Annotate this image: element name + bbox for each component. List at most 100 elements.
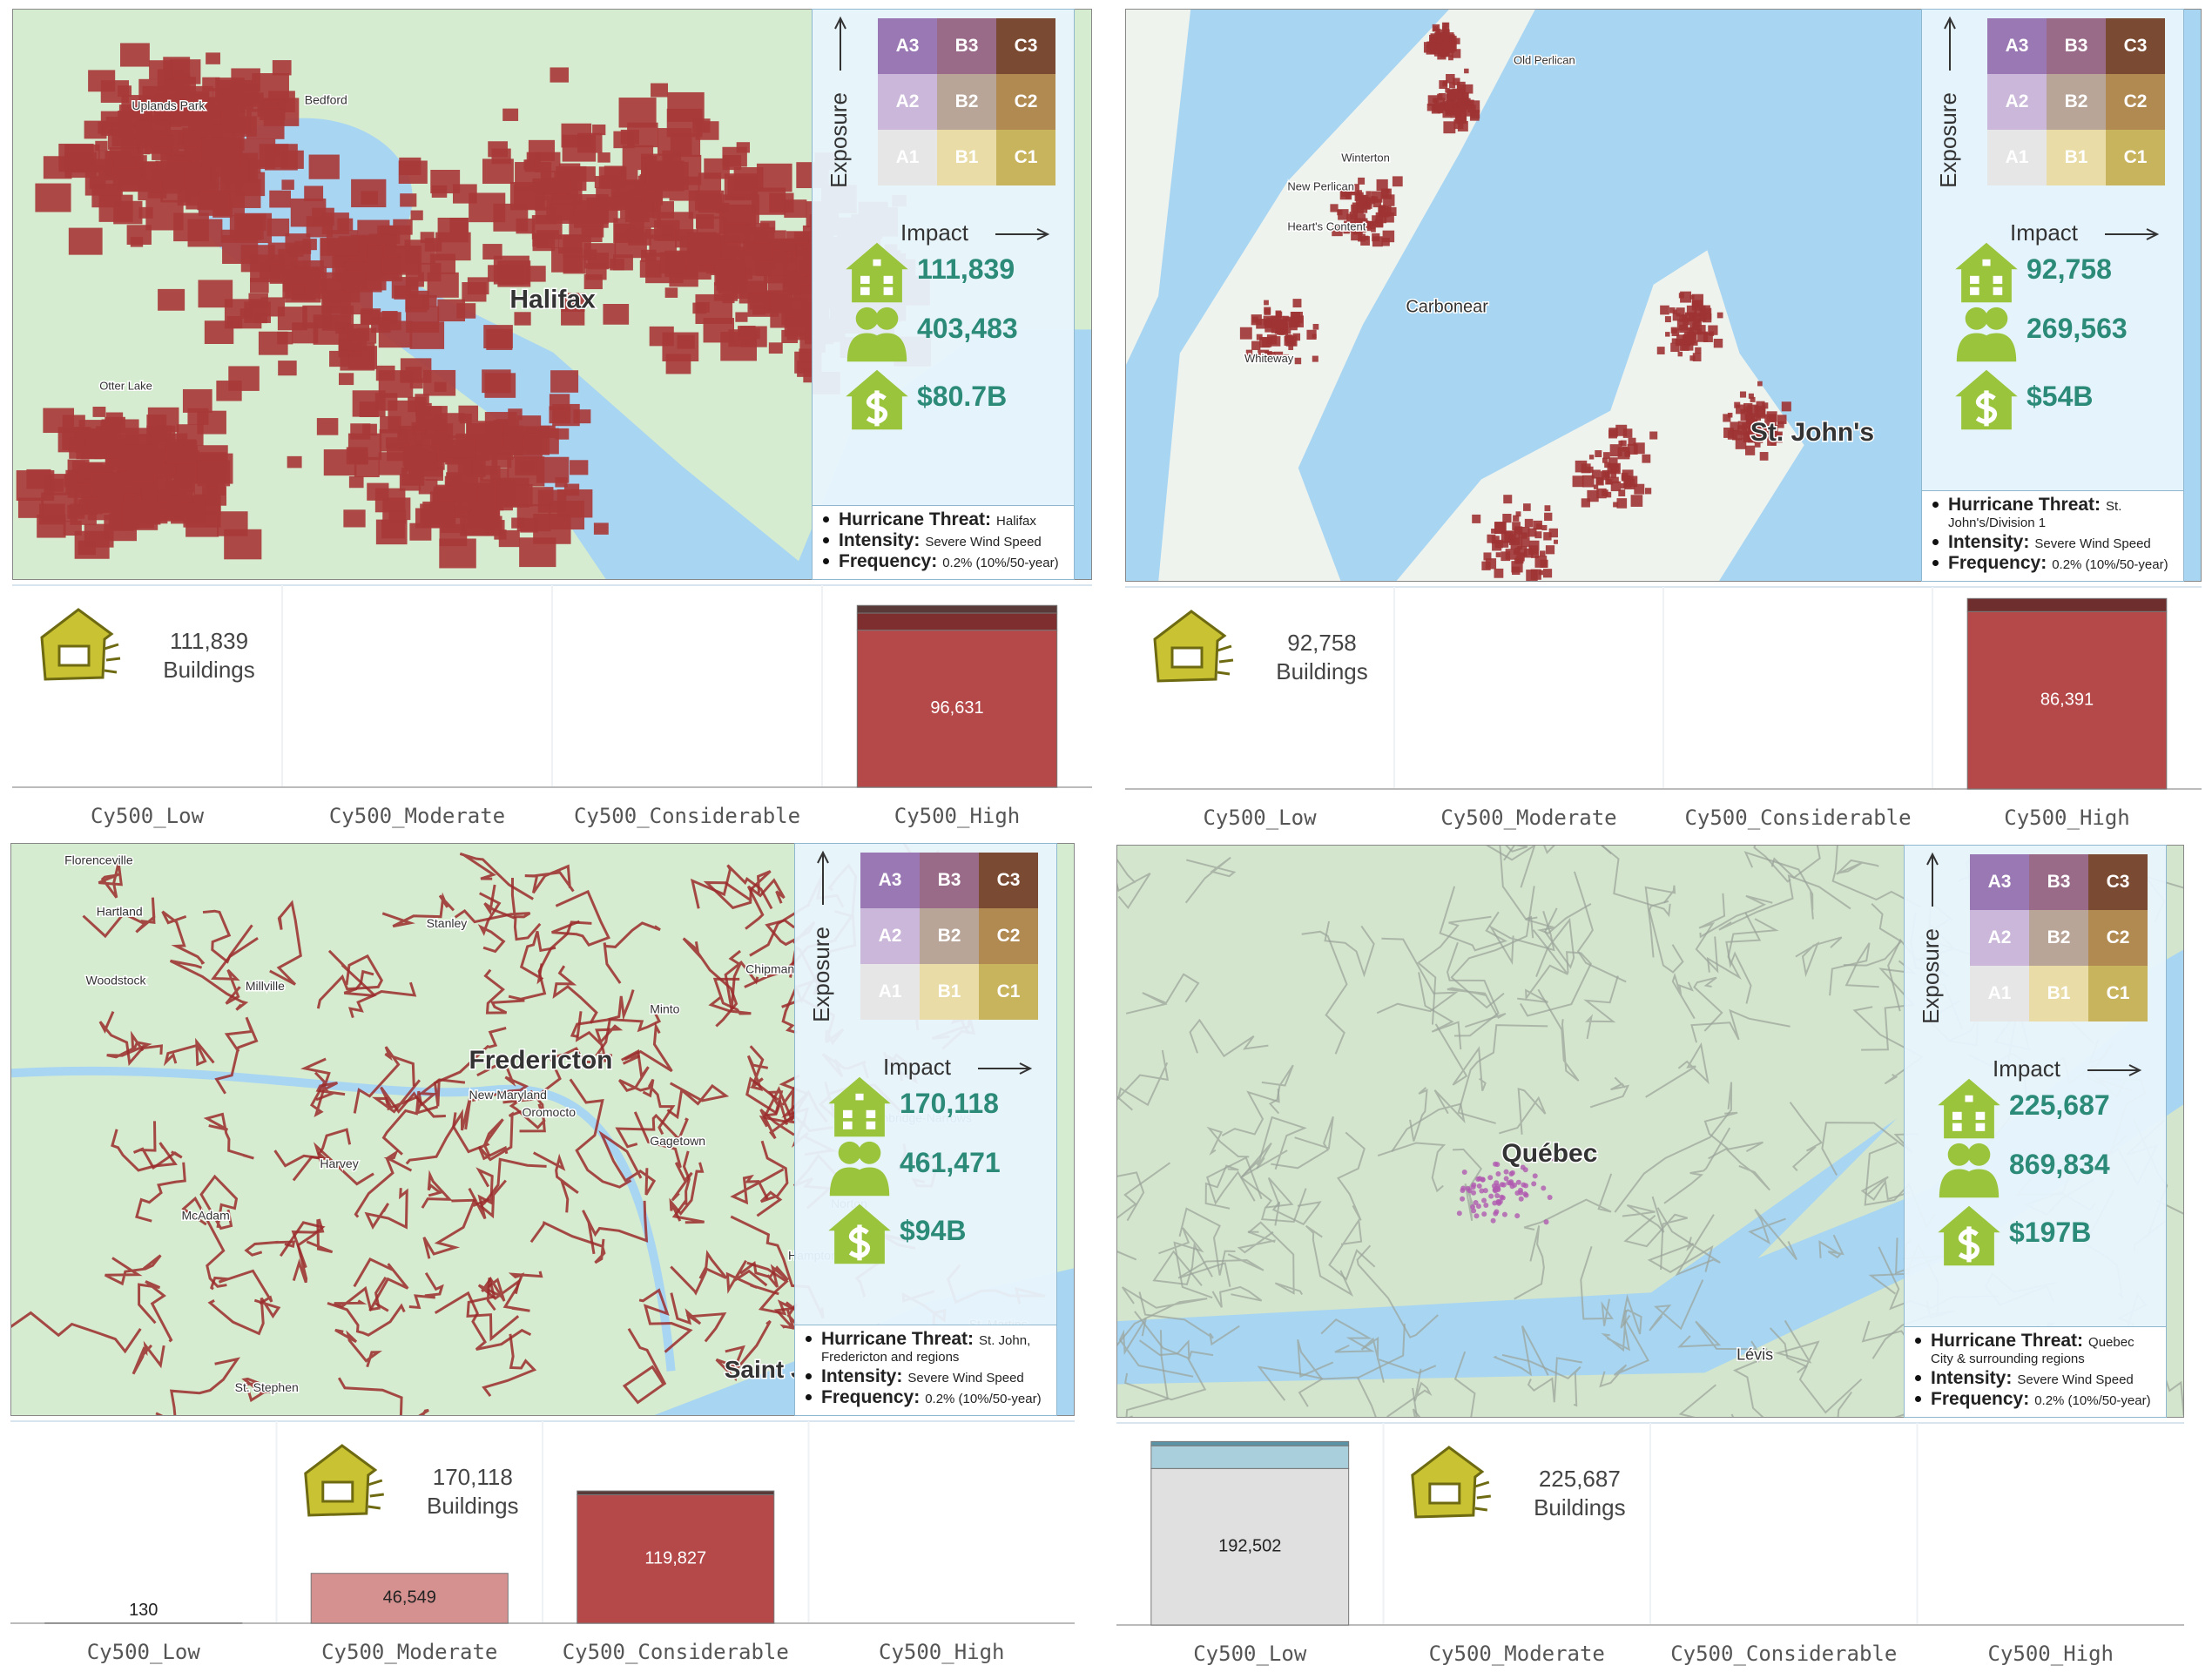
hazard-cell	[1456, 81, 1466, 91]
hazard-cell	[1288, 318, 1298, 328]
hazard-cell	[1745, 413, 1756, 423]
hazard-cell	[1757, 423, 1766, 433]
legend-cell: A2	[860, 908, 920, 964]
hazard-cell	[1516, 546, 1527, 556]
legend-cell: C2	[2106, 74, 2165, 130]
hazard-cell	[1581, 463, 1591, 474]
hazard-dot	[1471, 1190, 1477, 1196]
map-road	[1663, 1127, 1731, 1204]
map-road	[1527, 1357, 1582, 1403]
hazard-cell	[1756, 408, 1766, 419]
hazard-cell	[482, 244, 502, 260]
hazard-cell	[1754, 441, 1761, 448]
map-road	[1860, 1176, 1911, 1201]
total-buildings: 170,118	[433, 1464, 513, 1490]
map-label: Otter Lake	[99, 379, 152, 392]
hazard-cell	[415, 434, 431, 447]
hazard-cell	[752, 243, 773, 261]
dollar-icon	[1938, 1205, 2000, 1266]
hazard-cell	[1514, 526, 1523, 535]
map-label: St. John's	[1750, 418, 1874, 447]
icon-part	[1965, 307, 1988, 330]
hazard-road	[334, 1328, 382, 1368]
hazard-cell	[347, 323, 370, 341]
map-road	[1690, 1008, 1791, 1043]
hazard-cell	[308, 154, 340, 179]
hazard-cell	[1264, 300, 1269, 306]
map-road	[1409, 1087, 1428, 1142]
hazard-dot	[1531, 1181, 1537, 1187]
hazard-cell	[1345, 184, 1351, 190]
x-tick-label: Cy500_High	[1988, 1642, 2114, 1666]
map-road	[1748, 1209, 1797, 1261]
axis-arrows: Exposure Impact	[1918, 852, 2142, 1082]
hazard-cell	[17, 497, 44, 518]
hazard-cell	[78, 540, 97, 556]
hazard-road	[603, 921, 661, 984]
hazard-cell	[1453, 119, 1464, 130]
hazard-road	[575, 1011, 624, 1062]
hazard-cell	[1602, 489, 1608, 496]
map-road	[1447, 987, 1507, 1028]
hazard-cell	[1312, 323, 1319, 330]
hazard-cell	[555, 428, 570, 440]
hazard-cell	[550, 67, 570, 83]
hazard-road	[210, 936, 259, 1005]
map-label: New Maryland	[469, 1088, 546, 1102]
hazard-cell	[739, 326, 755, 339]
hazard-cell	[1676, 307, 1685, 317]
hazard-road	[132, 1121, 183, 1170]
hazard-cell	[1431, 37, 1437, 43]
map-road	[1753, 846, 1791, 883]
hazard-cell	[1464, 68, 1469, 74]
hazard-cell	[1251, 314, 1262, 326]
map-road	[1517, 929, 1569, 1003]
hazard-cell	[1534, 531, 1542, 539]
hazard-cell	[1612, 476, 1619, 483]
icon-part	[1474, 1480, 1492, 1512]
hazard-road	[454, 877, 531, 924]
hazard-cell	[185, 165, 217, 190]
hazard-road	[433, 1027, 507, 1107]
icon-part	[1965, 1095, 1973, 1102]
hazard-cell	[1664, 316, 1671, 323]
hazard-cell	[92, 407, 106, 417]
hazard-dot	[1543, 1219, 1549, 1225]
icon-part	[321, 1480, 354, 1503]
legend-x-label: Impact	[883, 1054, 952, 1080]
hazard-cell	[1572, 475, 1584, 488]
hazard-cell	[1239, 327, 1252, 340]
legend-x-label: Impact	[1993, 1055, 2061, 1082]
hazard-cell	[520, 517, 539, 533]
map-road	[1601, 1309, 1631, 1352]
hazard-cell	[1524, 518, 1534, 528]
map-road	[1623, 1213, 1688, 1271]
icon-part	[866, 1121, 876, 1129]
hazard-cell	[1330, 204, 1339, 212]
hazard-road	[642, 1078, 676, 1136]
arrow	[995, 228, 1050, 240]
hazard-cell	[1501, 551, 1511, 562]
hazard-cell	[1623, 480, 1631, 488]
hazard-road	[181, 1196, 227, 1288]
map-road	[1580, 1245, 1614, 1326]
hazard-dot	[1488, 1193, 1494, 1199]
threat-text: Halifax	[996, 514, 1036, 529]
icon-part	[1970, 287, 1979, 295]
building-icon	[304, 1444, 384, 1517]
threat-text: St. John's/Division 1	[1948, 499, 2122, 530]
hazard-road	[381, 892, 455, 928]
hazard-cell	[1593, 484, 1599, 489]
hazard-road	[244, 1240, 296, 1257]
hazard-cell	[1503, 495, 1513, 504]
icon-part	[1938, 1078, 2000, 1139]
hazard-cell	[409, 378, 423, 389]
hazard-road	[477, 1276, 522, 1302]
hazard-cell	[1587, 466, 1594, 473]
hazard-cell	[1618, 489, 1626, 497]
hazard-cell	[1438, 92, 1447, 101]
house-icon	[1938, 1078, 2000, 1139]
stat-buildings: 170,118	[900, 1088, 999, 1119]
hazard-cell	[216, 79, 253, 110]
